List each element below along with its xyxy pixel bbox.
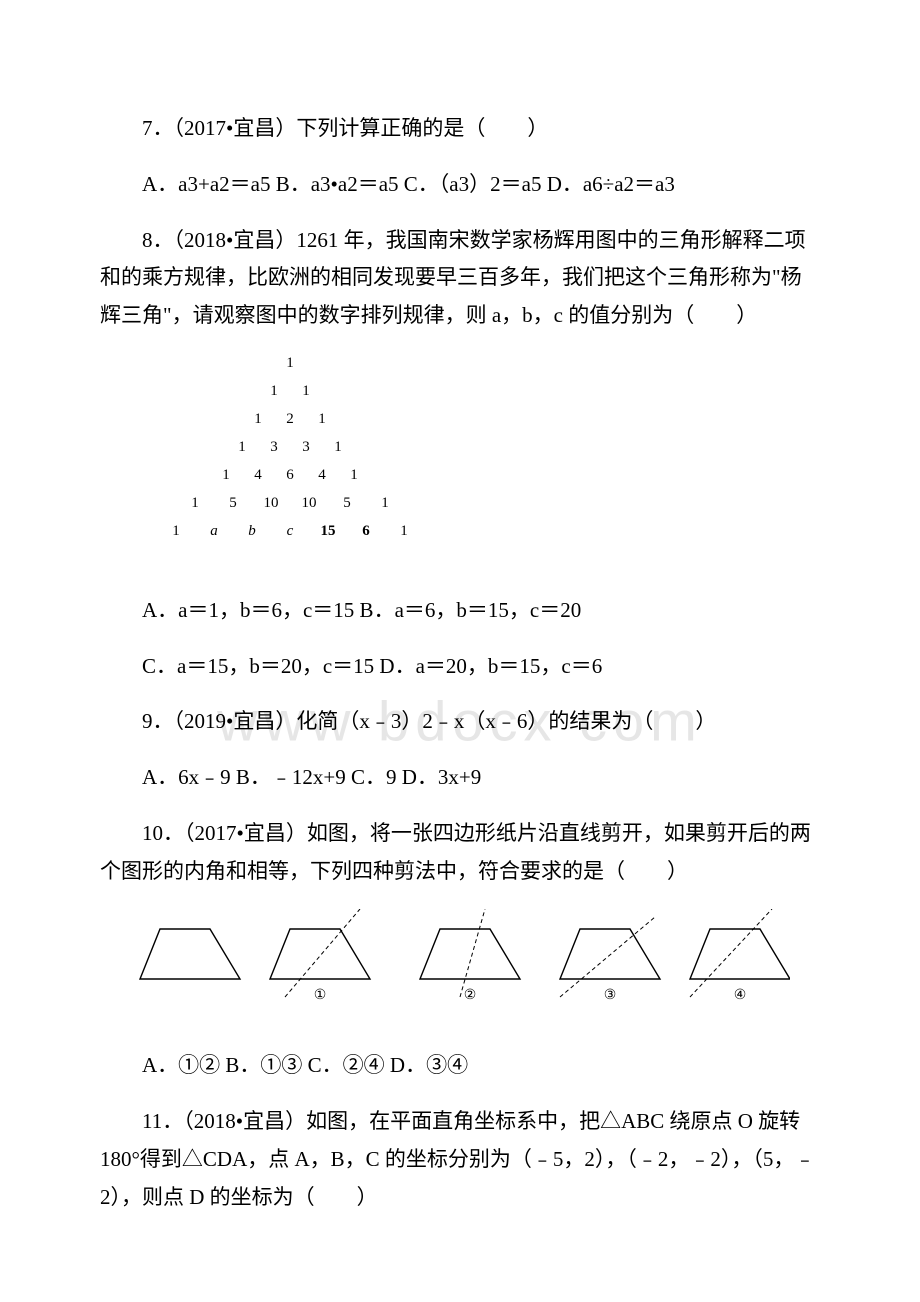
svg-text:a: a <box>210 523 218 539</box>
q7-options: A．a3+a2＝a5 B．a3•a2＝a5 C．（a3）2＝a5 D．a6÷a2… <box>100 166 820 204</box>
svg-text:1: 1 <box>350 467 358 483</box>
svg-text:1: 1 <box>172 523 180 539</box>
q11-stem: 11．（2018•宜昌）如图，在平面直角坐标系中，把△ABC 绕原点 O 旋转 … <box>100 1103 820 1216</box>
svg-text:15: 15 <box>321 523 336 539</box>
svg-text:10: 10 <box>302 495 317 511</box>
svg-text:10: 10 <box>264 495 279 511</box>
svg-text:5: 5 <box>343 495 351 511</box>
svg-text:④: ④ <box>734 988 747 1003</box>
svg-text:1: 1 <box>381 495 389 511</box>
svg-text:1: 1 <box>334 439 342 455</box>
q7-stem: 7．（2017•宜昌）下列计算正确的是（ ） <box>100 110 820 148</box>
svg-text:②: ② <box>464 988 477 1003</box>
svg-text:3: 3 <box>270 439 278 455</box>
svg-text:③: ③ <box>604 988 617 1003</box>
q9-options: A．6x﹣9 B．﹣12x+9 C．9 D．3x+9 <box>100 759 820 797</box>
svg-text:1: 1 <box>302 383 310 399</box>
svg-text:5: 5 <box>229 495 237 511</box>
svg-text:4: 4 <box>254 467 262 483</box>
q9-stem: 9．（2019•宜昌）化简（x﹣3）2﹣x（x﹣6）的结果为（ ） <box>100 703 820 741</box>
yanghui-triangle-svg: 111121133114641151010511abc1561 <box>130 353 430 563</box>
svg-text:2: 2 <box>286 411 294 427</box>
yanghui-triangle-figure: 111121133114641151010511abc1561 <box>130 353 820 576</box>
svg-text:1: 1 <box>400 523 408 539</box>
svg-text:1: 1 <box>286 355 294 371</box>
svg-text:b: b <box>248 523 256 539</box>
q10-svg: ① ② ③ ④ <box>130 909 790 1019</box>
q10-stem: 10．（2017•宜昌）如图，将一张四边形纸片沿直线剪开，如果剪开后的两个图形的… <box>100 815 820 891</box>
svg-text:c: c <box>287 523 294 539</box>
q8-options-cd: C．a＝15，b＝20，c＝15 D．a＝20，b＝15，c＝6 <box>100 648 820 686</box>
svg-text:6: 6 <box>286 467 294 483</box>
q10-options: A．①② B．①③ C．②④ D．③④ <box>100 1047 820 1085</box>
svg-text:3: 3 <box>302 439 310 455</box>
svg-text:1: 1 <box>222 467 230 483</box>
svg-text:6: 6 <box>362 523 370 539</box>
q8-stem: 8．（2018•宜昌）1261 年，我国南宋数学家杨辉用图中的三角形解释二项和的… <box>100 222 820 335</box>
svg-text:1: 1 <box>238 439 246 455</box>
svg-text:1: 1 <box>191 495 199 511</box>
svg-text:1: 1 <box>270 383 278 399</box>
svg-text:1: 1 <box>254 411 262 427</box>
q8-options-ab: A．a＝1，b＝6，c＝15 B．a＝6，b＝15，c＝20 <box>100 592 820 630</box>
q10-figure: ① ② ③ ④ <box>130 909 820 1032</box>
svg-text:4: 4 <box>318 467 326 483</box>
svg-text:①: ① <box>314 988 327 1003</box>
svg-text:1: 1 <box>318 411 326 427</box>
